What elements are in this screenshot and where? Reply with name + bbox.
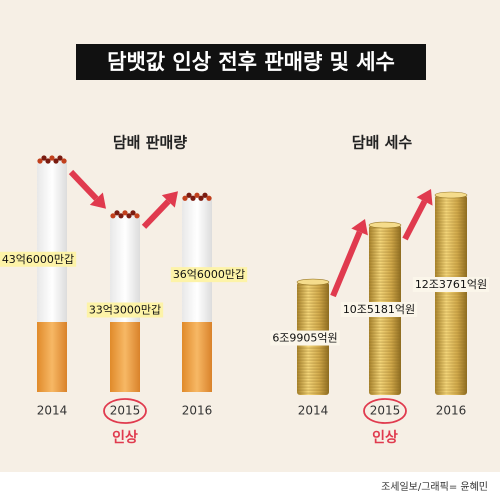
- chart-title: 담배 세수: [352, 134, 413, 152]
- ember: [206, 195, 212, 201]
- arrow-shaft: [68, 169, 99, 201]
- ember: [118, 213, 124, 219]
- footer-bar: [0, 472, 500, 500]
- data-label-bg: [86, 302, 164, 318]
- ember: [194, 192, 200, 198]
- annotation: 인상: [372, 429, 398, 446]
- arrow-shaft: [141, 199, 171, 229]
- ember: [45, 158, 51, 164]
- ember: [49, 155, 55, 161]
- ember: [126, 213, 132, 219]
- x-tick-label: 2016: [182, 404, 213, 418]
- cigarette-filter: [182, 322, 212, 392]
- x-tick-label: 2014: [37, 404, 68, 418]
- x-tick-label: 2015: [370, 404, 401, 418]
- data-label-bg: [170, 267, 248, 283]
- arrow-shaft: [330, 230, 363, 298]
- highlight-circle: [363, 398, 407, 424]
- arrow-head: [89, 192, 106, 209]
- ember: [130, 210, 136, 216]
- ember: [202, 192, 208, 198]
- data-label: 43억6000만갑: [2, 253, 74, 266]
- arrow-shaft: [402, 200, 428, 241]
- ember: [37, 158, 43, 164]
- ember: [182, 195, 188, 201]
- ember: [114, 210, 120, 216]
- data-label: 33억3000만갑: [89, 303, 161, 316]
- data-label-bg: [270, 330, 340, 346]
- coin-top: [434, 191, 468, 199]
- arrow-head: [351, 219, 368, 236]
- arrow-head: [161, 191, 178, 208]
- x-tick-label: 2016: [436, 404, 467, 418]
- ember: [134, 213, 140, 219]
- cigarette-filter: [110, 322, 140, 392]
- data-label: 36억6000만갑: [173, 268, 245, 281]
- x-tick-label: 2014: [298, 404, 329, 418]
- ember: [198, 195, 204, 201]
- credit: 조세일보/그래픽= 윤혜민: [381, 481, 488, 493]
- data-label: 12조3761억원: [415, 278, 487, 291]
- ember: [57, 155, 63, 161]
- cigarette-filter: [37, 322, 67, 392]
- ember: [41, 155, 47, 161]
- ember: [190, 195, 196, 201]
- data-label: 10조5181억원: [343, 303, 415, 316]
- page-title: 담뱃값 인상 전후 판매량 및 세수: [107, 50, 395, 74]
- ember: [110, 213, 116, 219]
- annotation: 인상: [112, 429, 138, 446]
- coin-top: [368, 221, 402, 229]
- ember: [122, 210, 128, 216]
- data-label-bg: [412, 277, 490, 292]
- title-box: [76, 44, 426, 80]
- ember: [186, 192, 192, 198]
- highlight-circle: [103, 398, 147, 424]
- x-tick-label: 2015: [110, 404, 141, 418]
- chart-title: 담배 판매량: [113, 134, 187, 152]
- data-label: 6조9905억원: [272, 332, 337, 345]
- arrow-head: [416, 189, 433, 206]
- coin-top: [296, 278, 330, 286]
- ember: [61, 158, 67, 164]
- ember: [53, 158, 59, 164]
- data-label-bg: [340, 302, 418, 318]
- data-label-bg: [0, 251, 77, 267]
